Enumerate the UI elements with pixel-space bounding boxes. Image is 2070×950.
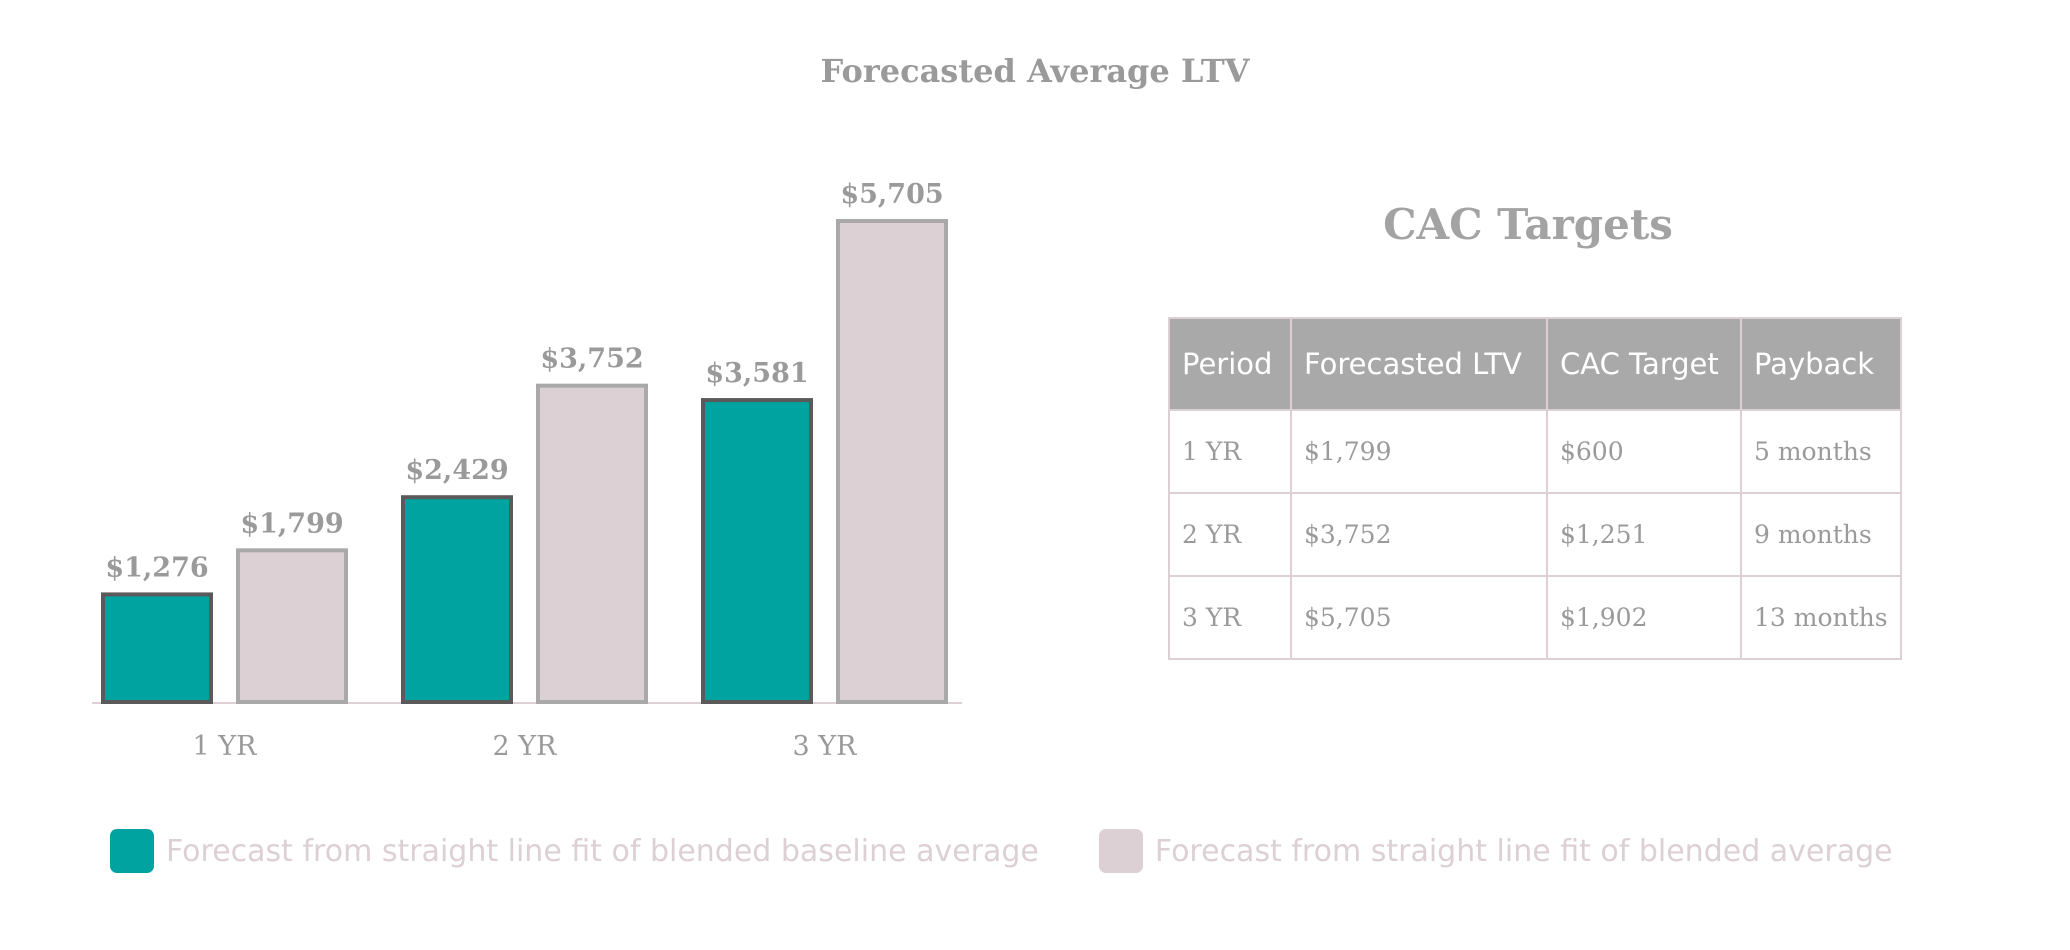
bar-chart: $1,276 $1,799 1 YR $2,429 $3,752 2 YR $3,581 $5…	[92, 179, 962, 762]
cell-period: 2 YR	[1168, 492, 1292, 577]
cell-period: 1 YR	[1168, 409, 1292, 494]
cell-forecasted-ltv: $3,752	[1290, 492, 1548, 577]
legend-label: Forecast from straight line fit of blend…	[1154, 833, 1893, 869]
legend-item-baseline: Forecast from straight line fit of blend…	[110, 829, 1039, 873]
data-label: $3,752	[540, 344, 643, 375]
cell-forecasted-ltv: $1,799	[1290, 409, 1548, 494]
cell-payback: 13 months	[1740, 575, 1902, 660]
bar	[236, 548, 348, 704]
chart-title: Forecasted Average LTV	[820, 52, 1250, 90]
bar	[836, 219, 948, 704]
legend: Forecast from straight line fit of blend…	[110, 829, 1953, 873]
legend-item-blended: Forecast from straight line fit of blend…	[1098, 829, 1893, 873]
x-tick-label: 3 YR	[793, 731, 858, 762]
data-label: $2,429	[405, 455, 508, 486]
cell-cac-target: $1,251	[1546, 492, 1742, 577]
cell-forecasted-ltv: $5,705	[1290, 575, 1548, 660]
x-tick-label: 1 YR	[193, 731, 258, 762]
data-label: $5,705	[840, 179, 943, 210]
table-row: 1 YR $1,799 $600 5 months	[1168, 409, 1902, 494]
header-period: Period	[1168, 317, 1292, 411]
cell-period: 3 YR	[1168, 575, 1292, 660]
legend-swatch-pink	[1098, 829, 1143, 873]
table-row: 3 YR $5,705 $1,902 13 months	[1168, 575, 1902, 660]
cell-payback: 9 months	[1740, 492, 1902, 577]
cell-cac-target: $1,902	[1546, 575, 1742, 660]
cac-targets-table: Period Forecasted LTV CAC Target Payback…	[1168, 317, 1902, 660]
table-title: CAC Targets	[1383, 200, 1673, 249]
x-tick-label: 2 YR	[493, 731, 558, 762]
bar	[701, 398, 813, 704]
bar	[536, 383, 648, 704]
legend-label: Forecast from straight line fit of blend…	[166, 833, 1039, 869]
data-label: $3,581	[705, 358, 808, 389]
header-payback: Payback	[1740, 317, 1902, 411]
table-header-row: Period Forecasted LTV CAC Target Payback	[1168, 317, 1902, 411]
bar	[401, 495, 513, 705]
header-cac-target: CAC Target	[1546, 317, 1742, 411]
legend-swatch-teal	[110, 829, 154, 873]
header-forecasted-ltv: Forecasted LTV	[1290, 317, 1548, 411]
table-row: 2 YR $3,752 $1,251 9 months	[1168, 492, 1902, 577]
data-label: $1,799	[240, 508, 343, 539]
bar	[101, 592, 213, 705]
cell-payback: 5 months	[1740, 409, 1902, 494]
cell-cac-target: $600	[1546, 409, 1742, 494]
data-label: $1,276	[105, 552, 208, 583]
